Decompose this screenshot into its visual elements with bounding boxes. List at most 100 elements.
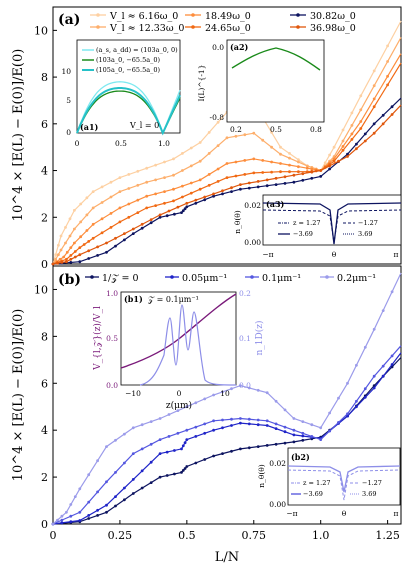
series-point	[252, 131, 256, 135]
inset-b2-legend-3: −3.69	[303, 490, 323, 498]
legend-marker	[191, 13, 195, 17]
series-point	[363, 387, 367, 391]
y-tick-label: 10	[34, 283, 48, 296]
series-point	[172, 173, 175, 177]
x-tick-label: 0	[50, 529, 57, 542]
series-point	[274, 176, 278, 180]
inset-a3-legend-1: z = 1.27	[293, 219, 320, 227]
series-point	[87, 240, 91, 243]
series-point	[239, 447, 242, 451]
series-point	[105, 445, 108, 448]
series-point	[181, 209, 185, 213]
x-tick-label: 0.75	[242, 529, 267, 542]
series-point	[301, 438, 305, 442]
series-point	[350, 132, 354, 136]
series-point	[172, 187, 175, 191]
series-point	[96, 508, 99, 512]
series-point	[158, 417, 162, 420]
series-point	[69, 503, 73, 506]
series-point	[247, 181, 251, 185]
series-point	[301, 420, 305, 423]
y-tick-label: 0	[41, 518, 48, 531]
series-point	[297, 158, 300, 162]
inset-a3-ytick-0: 0.00	[244, 238, 261, 247]
series-point	[372, 374, 376, 378]
series-point	[183, 207, 187, 211]
series-point	[109, 212, 113, 215]
series-point	[372, 84, 376, 88]
series-point	[328, 429, 331, 433]
series-point	[136, 211, 140, 215]
series-point	[62, 255, 66, 259]
series-point	[54, 257, 58, 261]
inset-b1-ytick-left-2: 1.0	[106, 289, 118, 298]
inset-a2-xtick-0: 0.2	[230, 125, 242, 134]
series-point	[100, 231, 104, 235]
inset-a1-ytick-1: 5	[66, 96, 71, 105]
x-tick-label: 0.25	[108, 529, 133, 542]
series-point	[56, 518, 59, 522]
series-point	[91, 190, 95, 194]
series-point	[363, 345, 367, 349]
series-point	[87, 514, 91, 517]
series-point	[359, 127, 363, 130]
series-point	[350, 124, 354, 127]
series-point	[105, 503, 108, 507]
inset-b1-density-curve	[139, 304, 237, 386]
inset-b1-ytick-left-0: 0.0	[106, 381, 118, 390]
legend-label: 30.82ω_0	[310, 11, 356, 22]
series-point	[87, 500, 91, 504]
inset-a3: (a3) n_θ(θ) 0.00 0.02 z = 1.27 −1.27 −3.…	[233, 194, 402, 259]
series-point	[297, 170, 300, 174]
series-point	[372, 97, 376, 101]
inset-b2-curve-solid	[287, 465, 401, 493]
series-point	[194, 401, 198, 405]
inset-a3-xtick-0: −π	[262, 250, 273, 259]
inset-a1-xtick-0: 0	[75, 139, 80, 148]
series-point	[332, 159, 336, 163]
legend-marker	[296, 13, 300, 17]
series-point	[212, 192, 216, 196]
series-point	[221, 390, 224, 394]
series-point	[109, 180, 113, 184]
inset-a2-xtick-1: 0.5	[270, 125, 282, 134]
inset-a1-xtick-2: 1.0	[158, 139, 170, 148]
series-point	[203, 458, 207, 461]
inset-b2-xtick-0: −π	[286, 509, 297, 518]
inset-a3-legend-4: 3.69	[358, 230, 372, 238]
series-point	[172, 199, 175, 203]
series-point	[221, 418, 224, 422]
series-point	[149, 481, 153, 484]
series-point	[310, 167, 314, 171]
series-point	[145, 206, 149, 210]
series-point	[73, 208, 76, 212]
series-point	[265, 178, 269, 182]
series-point	[265, 419, 269, 423]
series-point	[176, 431, 180, 435]
series-point	[64, 226, 67, 229]
series-point	[163, 190, 166, 194]
series-point	[230, 186, 233, 190]
series-point	[305, 164, 309, 168]
y-tick-label: 6	[41, 377, 48, 390]
series-point	[105, 480, 108, 484]
series-point	[292, 417, 296, 420]
series-point	[297, 160, 300, 164]
series-point	[261, 138, 265, 142]
series-point	[140, 222, 144, 226]
inset-b2-ytick-0: 0.00	[269, 500, 286, 509]
inset-b1-xtick-0: −10	[125, 389, 141, 398]
series-point	[114, 504, 117, 508]
series-point	[149, 221, 153, 225]
series-point	[256, 418, 260, 422]
series-point	[127, 173, 131, 176]
series-point	[51, 522, 55, 526]
series-point	[167, 435, 171, 438]
series-point	[279, 162, 282, 165]
series-point	[73, 250, 77, 253]
series-point	[256, 185, 260, 189]
series-point	[105, 510, 108, 514]
series-point	[341, 148, 345, 152]
series-point	[181, 152, 184, 155]
series-point	[216, 120, 220, 124]
